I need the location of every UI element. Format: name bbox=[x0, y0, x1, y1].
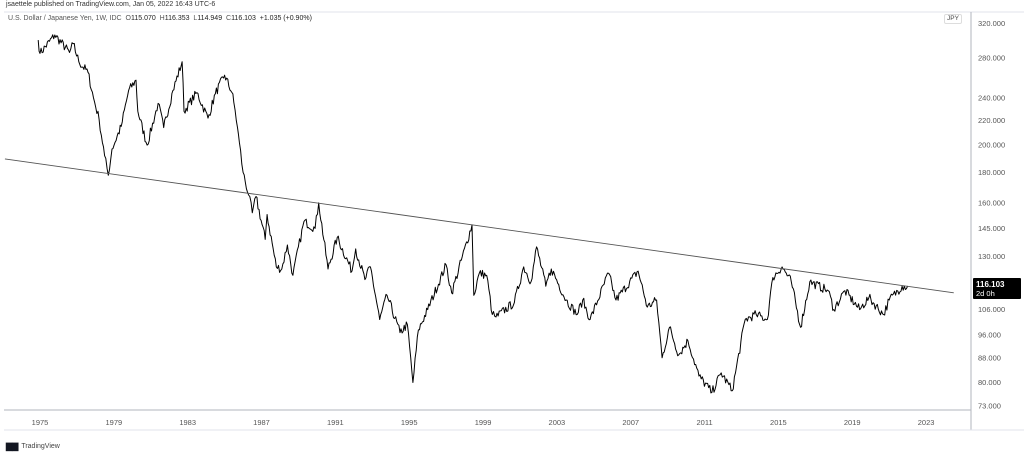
y-tick-label: 80.000 bbox=[978, 378, 1001, 387]
y-tick-label: 280.000 bbox=[978, 54, 1005, 63]
price-series-line bbox=[37, 34, 909, 394]
y-tick-label: 73.000 bbox=[978, 402, 1001, 411]
symbol-name: U.S. Dollar / Japanese Yen, 1W, IDC bbox=[8, 15, 122, 22]
trendline bbox=[4, 158, 954, 294]
x-tick-label: 1999 bbox=[475, 418, 492, 427]
tradingview-logo-icon: ▇▇ bbox=[6, 442, 19, 451]
last-price-value: 116.103 bbox=[976, 280, 1005, 289]
x-tick-label: 2015 bbox=[770, 418, 787, 427]
y-tick-label: 106.000 bbox=[978, 305, 1005, 314]
low-label: L bbox=[193, 15, 198, 22]
y-tick-label: 130.000 bbox=[978, 252, 1005, 261]
y-tick-label: 88.000 bbox=[978, 353, 1001, 362]
y-tick-label: 96.000 bbox=[978, 331, 1001, 340]
publisher-caption: jsaettele published on TradingView.com, … bbox=[6, 1, 216, 8]
high-value: 116.353 bbox=[164, 15, 190, 22]
bar-countdown: 2d 0h bbox=[976, 289, 995, 298]
y-tick-label: 240.000 bbox=[978, 93, 1005, 102]
x-tick-label: 2019 bbox=[844, 418, 861, 427]
x-tick-label: 2011 bbox=[696, 418, 712, 427]
symbol-legend: U.S. Dollar / Japanese Yen, 1W, IDC O115… bbox=[8, 15, 312, 22]
y-tick-label: 180.000 bbox=[978, 168, 1005, 177]
footer-brand[interactable]: TradingView bbox=[21, 443, 60, 450]
footer: ▇▇ TradingView bbox=[6, 442, 60, 451]
open-label: O bbox=[125, 15, 131, 22]
currency-badge[interactable]: JPY bbox=[944, 14, 962, 24]
open-value: 115.070 bbox=[130, 15, 156, 22]
x-tick-label: 1983 bbox=[179, 418, 196, 427]
close-value: 116.103 bbox=[231, 15, 256, 22]
y-tick-label: 200.000 bbox=[978, 141, 1005, 150]
y-tick-label: 160.000 bbox=[978, 198, 1005, 207]
change-value: +1.035 (+0.90%) bbox=[259, 15, 312, 22]
x-tick-label: 2003 bbox=[549, 418, 566, 427]
y-tick-label: 145.000 bbox=[978, 224, 1005, 233]
x-tick-label: 2023 bbox=[918, 418, 935, 427]
close-label: C bbox=[226, 15, 232, 22]
last-price-label bbox=[973, 278, 1021, 300]
low-value: 114.949 bbox=[197, 15, 223, 22]
x-tick-label: 2007 bbox=[622, 418, 639, 427]
x-tick-label: 1979 bbox=[105, 418, 122, 427]
high-label: H bbox=[159, 15, 165, 22]
y-tick-label: 320.000 bbox=[978, 19, 1005, 28]
x-tick-label: 1987 bbox=[253, 418, 270, 427]
x-tick-label: 1991 bbox=[327, 418, 344, 427]
x-tick-label: 1975 bbox=[32, 418, 49, 427]
x-tick-label: 1995 bbox=[401, 418, 418, 427]
y-tick-label: 220.000 bbox=[978, 116, 1005, 125]
